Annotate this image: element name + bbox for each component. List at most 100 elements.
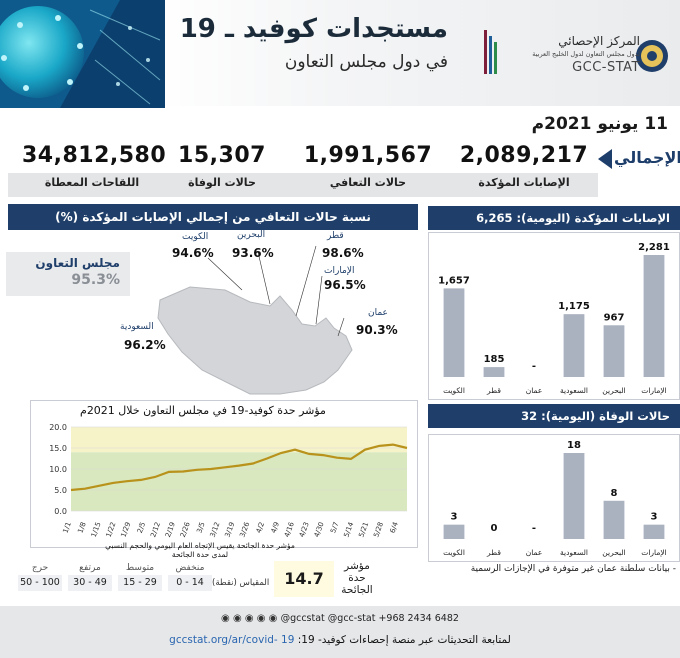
- severity-xtick-9: 3/5: [195, 521, 206, 534]
- recovery-panel-title: نسبة حالات التعافي من إجمالي الإصابات ال…: [8, 204, 418, 230]
- gcc-stat-logo: [482, 26, 672, 86]
- totals-label-bar: [8, 173, 598, 197]
- severity-xtick-1: 1/8: [76, 521, 87, 534]
- legend-low-range: 0 - 14: [168, 575, 212, 591]
- cases-category-label-5: الإمارات: [641, 386, 666, 395]
- severity-xtick-8: 2/26: [179, 520, 192, 538]
- gcc-recovery-box: مجلس التعاون 95.3%: [6, 252, 130, 296]
- footer-social: ◉ ◉ ◉ ◉ ◉ @gccstat @gcc-stat +968 2434 6…: [10, 613, 670, 624]
- deaths-category-label-0: الكويت: [443, 548, 465, 557]
- total-confirmed-value: 2,089,217: [459, 143, 589, 168]
- deaths-category-label-3: السعودية: [560, 548, 588, 557]
- severity-index-label: مؤشر حدة الجائحة: [341, 560, 373, 596]
- deaths-chart-label: حالات الوفاة (اليومية):: [541, 409, 670, 423]
- gcc-recovery-label: مجلس التعاون: [35, 256, 120, 270]
- severity-ytick-0: 0.0: [54, 507, 67, 516]
- total-deaths-label: حالات الوفاة: [188, 176, 256, 189]
- cases-value-label-3: 1,175: [558, 301, 590, 312]
- severity-xtick-2: 1/15: [90, 521, 103, 539]
- severity-index-value: 14.7: [274, 561, 334, 597]
- cases-chart-header: الإصابات المؤكدة (اليومية): 6,265: [428, 206, 680, 230]
- footer: [0, 606, 680, 658]
- oman-data-note: - بيانات سلطنة عمان غير متوفرة في الإجاز…: [470, 564, 676, 574]
- total-confirmed-label: الإصابات المؤكدة: [478, 176, 570, 189]
- legend-critical-name: حرج: [31, 563, 49, 573]
- severity-chart-title: مؤشر حدة كوفيد-19 في مجلس التعاون خلال 2…: [80, 404, 326, 417]
- cases-bar-3: [563, 314, 585, 377]
- severity-xtick-14: 4/9: [270, 521, 281, 534]
- legend-low-name: منخفض: [175, 563, 205, 573]
- deaths-value-label-2: -: [532, 523, 536, 534]
- cases-category-label-3: السعودية: [560, 386, 588, 395]
- cases-category-label-4: البحرين: [602, 386, 625, 395]
- deaths-chart-header: حالات الوفاة (اليومية): 32: [428, 404, 680, 428]
- cases-category-label-2: عمان: [526, 386, 543, 395]
- footer-url-link[interactable]: gccstat.org/ar/covid- 19: [169, 634, 295, 646]
- total-recovered-label: حالات التعافي: [329, 176, 407, 189]
- deaths-bar-5: [643, 524, 665, 539]
- cases-chart-label: الإصابات المؤكدة (اليومية):: [516, 211, 671, 225]
- map-name-oman: عمان: [368, 308, 388, 318]
- severity-xtick-20: 5/21: [357, 521, 370, 539]
- deaths-bar-0: [443, 524, 465, 539]
- page-title: مستجدات كوفيد ـ 19: [179, 14, 448, 44]
- severity-ytick-1: 5.0: [54, 486, 67, 495]
- map-value-oman: 90.3%: [356, 323, 398, 337]
- deaths-chart-total: 32: [521, 409, 538, 423]
- severity-legend: منخفض 0 - 14 متوسط 15 - 29 مرتفع 30 - 49…: [18, 563, 218, 597]
- deaths-category-label-4: البحرين: [602, 548, 625, 557]
- severity-ytick-4: 20.0: [49, 423, 67, 432]
- gcc-recovery-value: 95.3%: [71, 272, 120, 288]
- cases-category-label-1: قطر: [486, 386, 501, 395]
- cases-chart-total: 6,265: [476, 211, 513, 225]
- totals-label: الإجمالي: [614, 148, 680, 167]
- severity-xtick-22: 6/4: [389, 520, 401, 534]
- severity-chart-box: 0.0 5.0 10.0 15.0 20.0 1/1 1/8 1/15 1/22 1/29 2/5 2…: [30, 400, 418, 548]
- severity-xtick-13: 4/2: [255, 521, 266, 534]
- severity-xtick-4: 1/29: [119, 521, 132, 539]
- footer-platform: لمتابعة التحديثات عبر منصة إحصاءات كوفيد…: [10, 634, 670, 646]
- header-band: [150, 0, 680, 106]
- severity-ytick-3: 15.0: [49, 444, 67, 453]
- legend-medium-name: متوسط: [125, 563, 155, 573]
- logo-bars-icon: [484, 30, 497, 74]
- cases-bar-0: [443, 288, 465, 377]
- map-name-qatar: قطر: [327, 231, 344, 241]
- map-name-bahrain: البحرين: [237, 230, 266, 240]
- cases-value-label-5: 2,281: [638, 242, 670, 253]
- total-deaths-value: 15,307: [178, 143, 266, 168]
- deaths-value-label-3: 18: [567, 440, 581, 451]
- deaths-category-label-5: الإمارات: [641, 548, 666, 557]
- severity-scale-label: المقياس (نقطة): [212, 578, 270, 588]
- map-value-bahrain: 93.6%: [232, 246, 274, 260]
- cases-bar-1: [483, 367, 505, 377]
- map-name-saudi: السعودية: [120, 322, 154, 332]
- logo-arabic-text: المركز الإحصائي: [558, 34, 640, 48]
- deaths-value-label-1: 0: [491, 523, 498, 534]
- map-value-uae: 96.5%: [324, 278, 366, 292]
- cases-value-label-0: 1,657: [438, 275, 470, 286]
- footer-social-text: @gccstat @gcc-stat +968 2434 6482: [280, 613, 459, 624]
- legend-medium-range: 15 - 29: [118, 575, 162, 591]
- totals-arrow-icon: [598, 149, 612, 169]
- severity-xtick-11: 3/19: [224, 521, 237, 539]
- total-recovered-value: 1,991,567: [303, 143, 433, 168]
- deaths-value-label-5: 3: [651, 512, 658, 523]
- logo-english-text: GCC-STAT: [572, 60, 640, 75]
- severity-xtick-16: 4/23: [298, 521, 311, 539]
- cases-category-label-0: الكويت: [443, 386, 465, 395]
- cases-value-label-4: 967: [604, 312, 625, 323]
- severity-xtick-6: 2/12: [149, 521, 162, 539]
- deaths-bar-3: [563, 453, 585, 539]
- report-date: 11 يونيو 2021م: [531, 114, 668, 134]
- map-value-saudi: 96.2%: [124, 338, 166, 352]
- deaths-category-label-2: عمان: [526, 548, 543, 557]
- severity-xtick-5: 2/5: [136, 521, 147, 534]
- cases-chart-area: 1,657 الكويت 185 قطر - عمان 1,175 السعودية 967 ال…: [428, 232, 680, 400]
- severity-xtick-18: 5/7: [329, 521, 340, 534]
- legend-high-range: 30 - 49: [68, 575, 112, 591]
- map-name-uae: الإمارات: [324, 266, 355, 276]
- deaths-chart-area: 3 الكويت 0 قطر - عمان 18 السعودية 8 البحرين 3 الإما…: [428, 434, 680, 562]
- cases-bar-5: [643, 255, 665, 377]
- cases-value-label-1: 185: [484, 354, 505, 365]
